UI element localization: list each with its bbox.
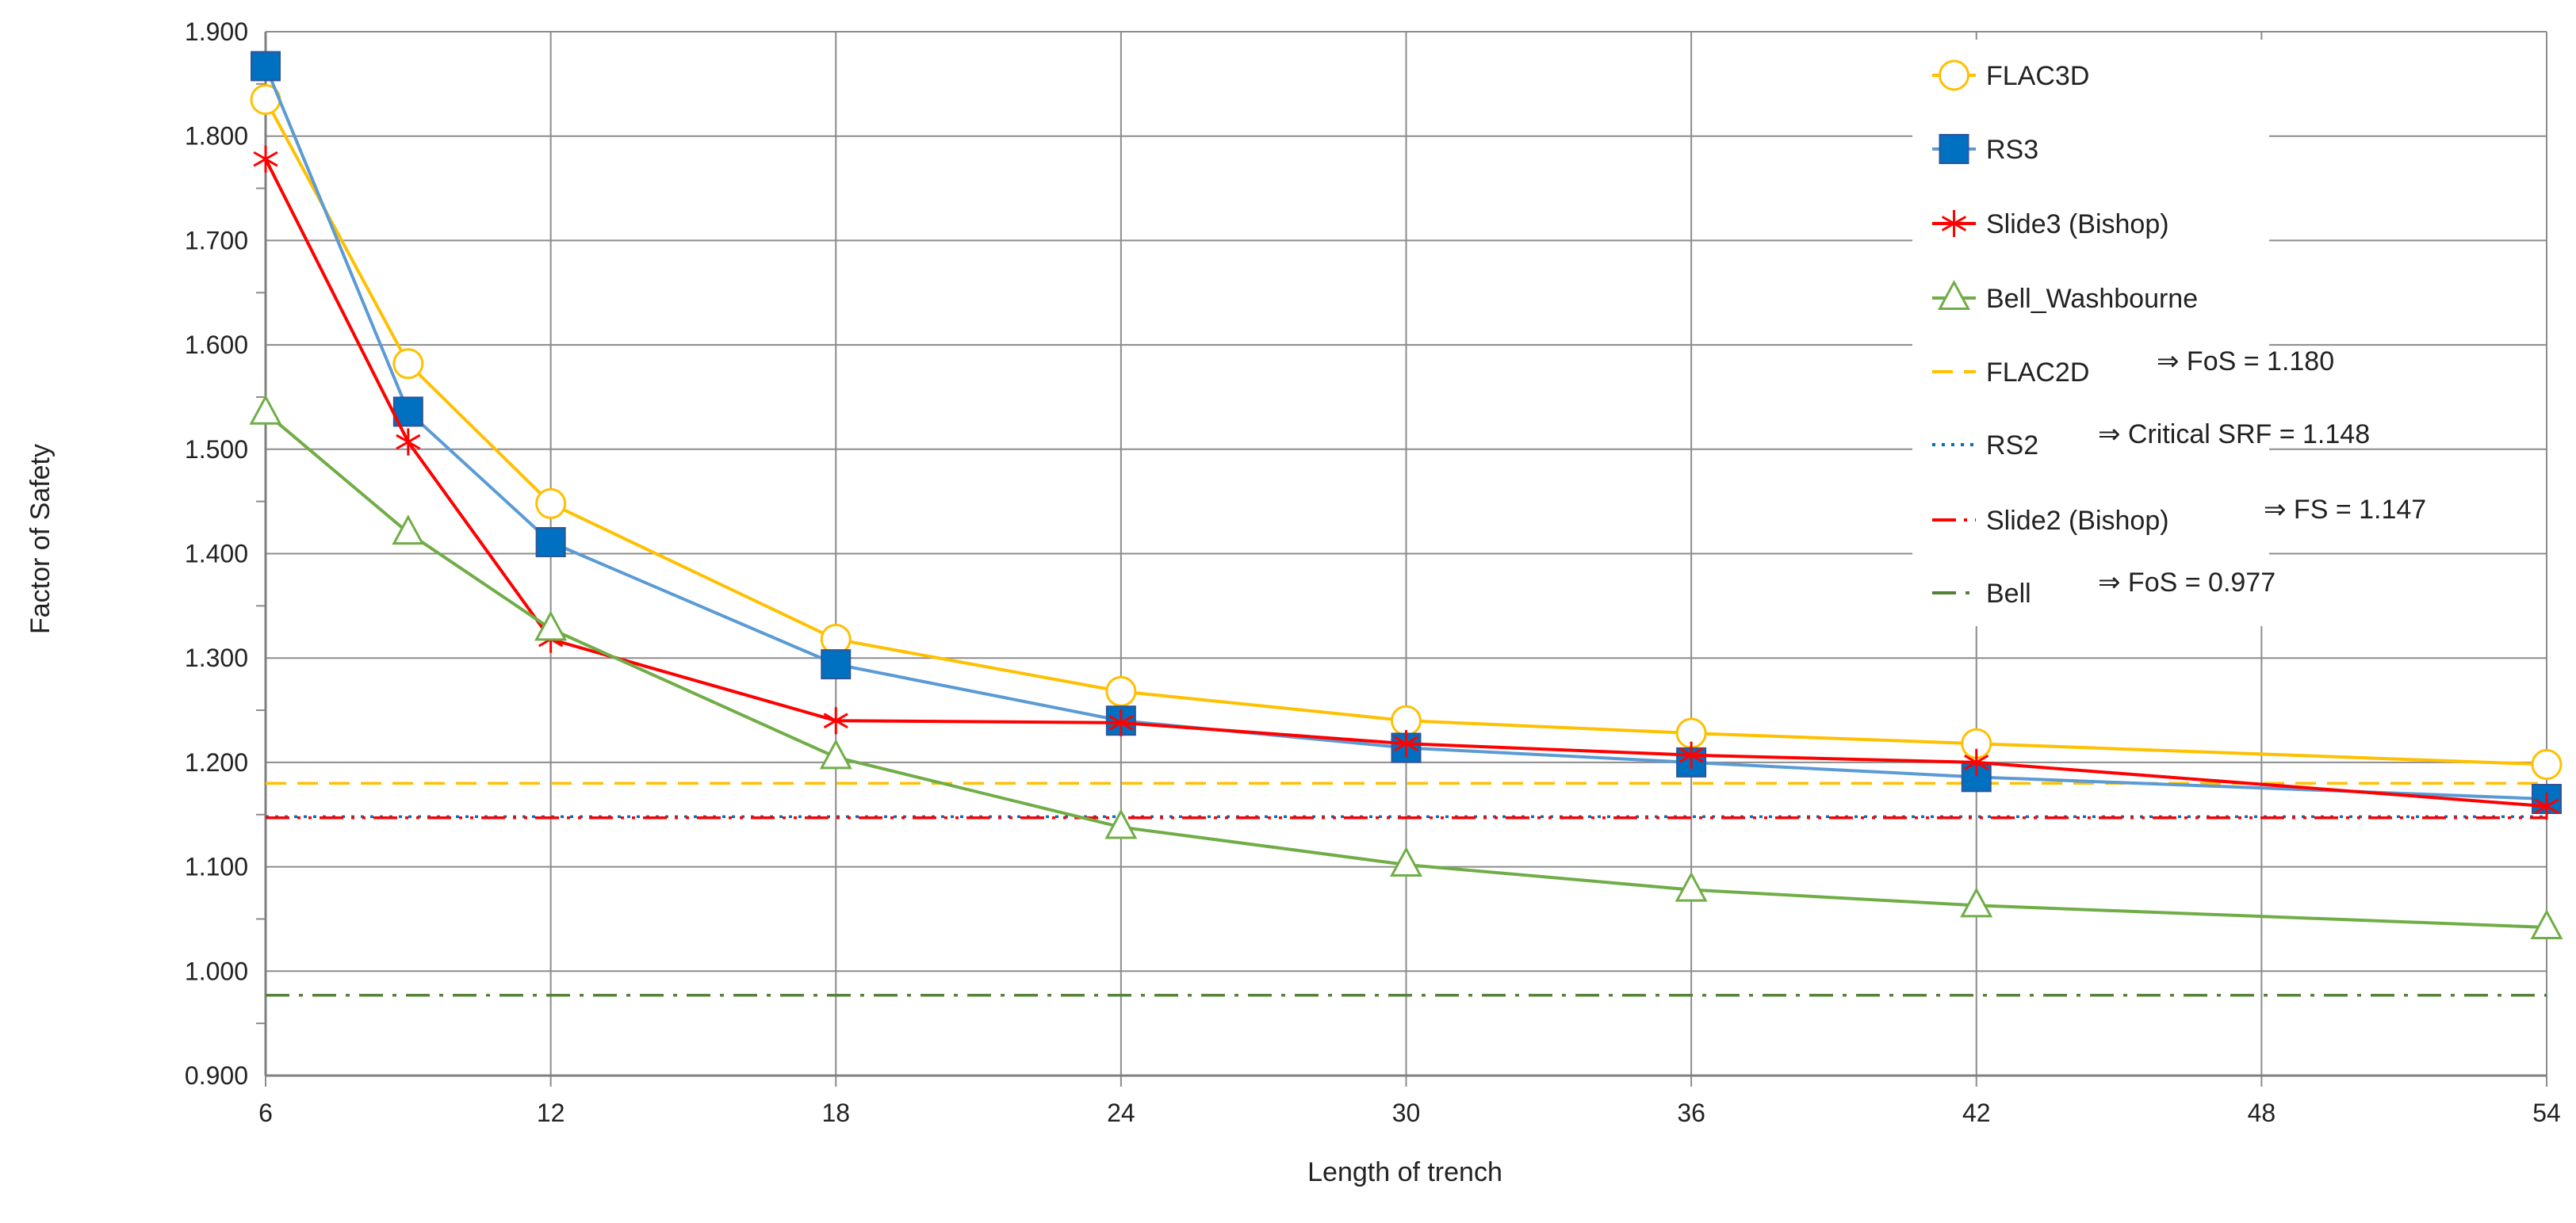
legend-label: Bell_Washbourne [1986, 284, 2198, 314]
legend-annotation: ⇒ FoS = 0.977 [2098, 568, 2276, 598]
data-point-stroke [253, 151, 278, 167]
legend-swatch-marker [1941, 209, 1967, 238]
legend: FLAC3D RS3 Slide3 (Bishop) Bell_Washbourne F… [1912, 40, 2426, 626]
data-point-stroke [1393, 736, 1419, 752]
x-tick-label: 12 [537, 1099, 565, 1127]
y-tick-label: 1.700 [185, 226, 248, 254]
data-point-stroke [1108, 715, 1134, 731]
legend-label: Slide2 (Bishop) [1986, 506, 2169, 536]
legend-background [1912, 40, 2269, 626]
legend-annotation: ⇒ FS = 1.147 [2264, 495, 2426, 525]
data-point [535, 487, 567, 519]
data-point [253, 145, 278, 173]
data-point [1389, 847, 1423, 877]
data-point [1393, 730, 1419, 758]
data-point [1960, 887, 1993, 918]
y-tick-label: 1.000 [185, 957, 248, 985]
data-point-stroke [1964, 755, 1989, 770]
data-point-stroke [1678, 747, 1704, 763]
x-tick-label: 54 [2532, 1099, 2561, 1127]
data-point-stroke [823, 713, 848, 729]
legend-swatch-marker [1937, 280, 1971, 310]
x-tick-label: 18 [821, 1099, 850, 1127]
legend-annotation: ⇒ FoS = 1.180 [2157, 346, 2334, 376]
legend-swatch-marker [1939, 59, 1969, 91]
legend-label: FLAC3D [1986, 61, 2089, 91]
legend-label: Bell [1986, 579, 2031, 609]
axes: 0.900 1.000 1.100 1.200 1.300 1.400 1.500 1.600… [185, 17, 2561, 1127]
data-point [1678, 741, 1704, 769]
data-point [392, 514, 425, 545]
x-tick-label: 48 [2248, 1099, 2276, 1127]
legend-label: RS3 [1986, 135, 2038, 165]
y-tick-label: 1.100 [185, 853, 248, 881]
series [249, 51, 2563, 939]
legend-swatch-marker-stroke [1941, 216, 1967, 231]
x-tick-label: 6 [258, 1099, 273, 1127]
x-tick-label: 36 [1677, 1099, 1705, 1127]
x-tick-label: 30 [1392, 1099, 1421, 1127]
data-point [1105, 675, 1137, 707]
data-point-stroke [396, 434, 421, 450]
x-tick-label: 42 [1962, 1099, 1991, 1127]
legend-label: Slide3 (Bishop) [1986, 209, 2169, 239]
data-point [396, 428, 421, 456]
y-tick-label: 1.300 [185, 644, 248, 672]
y-tick-label: 1.500 [185, 435, 248, 464]
data-point [251, 51, 281, 82]
data-point [2531, 749, 2563, 781]
y-tick-label: 1.400 [185, 540, 248, 568]
y-tick-label: 1.200 [185, 748, 248, 777]
data-point [1964, 748, 1989, 776]
data-point [820, 623, 852, 655]
y-tick-label: 1.800 [185, 122, 248, 151]
data-point [249, 394, 282, 425]
legend-label: FLAC2D [1986, 357, 2089, 388]
legend-annotation: ⇒ Critical SRF = 1.148 [2098, 419, 2370, 449]
reference-lines [266, 782, 2547, 997]
data-point [823, 707, 848, 735]
data-point [819, 739, 852, 770]
data-point [821, 649, 852, 680]
y-axis-title: Factor of Safety [25, 444, 56, 634]
x-tick-label: 24 [1107, 1099, 1135, 1127]
y-tick-label: 1.600 [185, 331, 248, 359]
y-tick-label: 1.900 [185, 17, 248, 46]
data-point [1104, 808, 1138, 839]
data-point [1108, 709, 1134, 736]
y-tick-label: 0.900 [185, 1061, 248, 1090]
x-axis-title: Length of trench [1307, 1157, 1502, 1187]
data-point [2534, 793, 2559, 820]
legend-label: RS2 [1986, 430, 2038, 461]
data-point [392, 348, 424, 380]
data-point [2530, 909, 2563, 939]
legend-swatch-marker [1939, 134, 1969, 164]
data-point [1675, 871, 1708, 902]
data-point-stroke [2534, 798, 2559, 815]
data-point [534, 610, 568, 641]
data-point [535, 527, 566, 558]
